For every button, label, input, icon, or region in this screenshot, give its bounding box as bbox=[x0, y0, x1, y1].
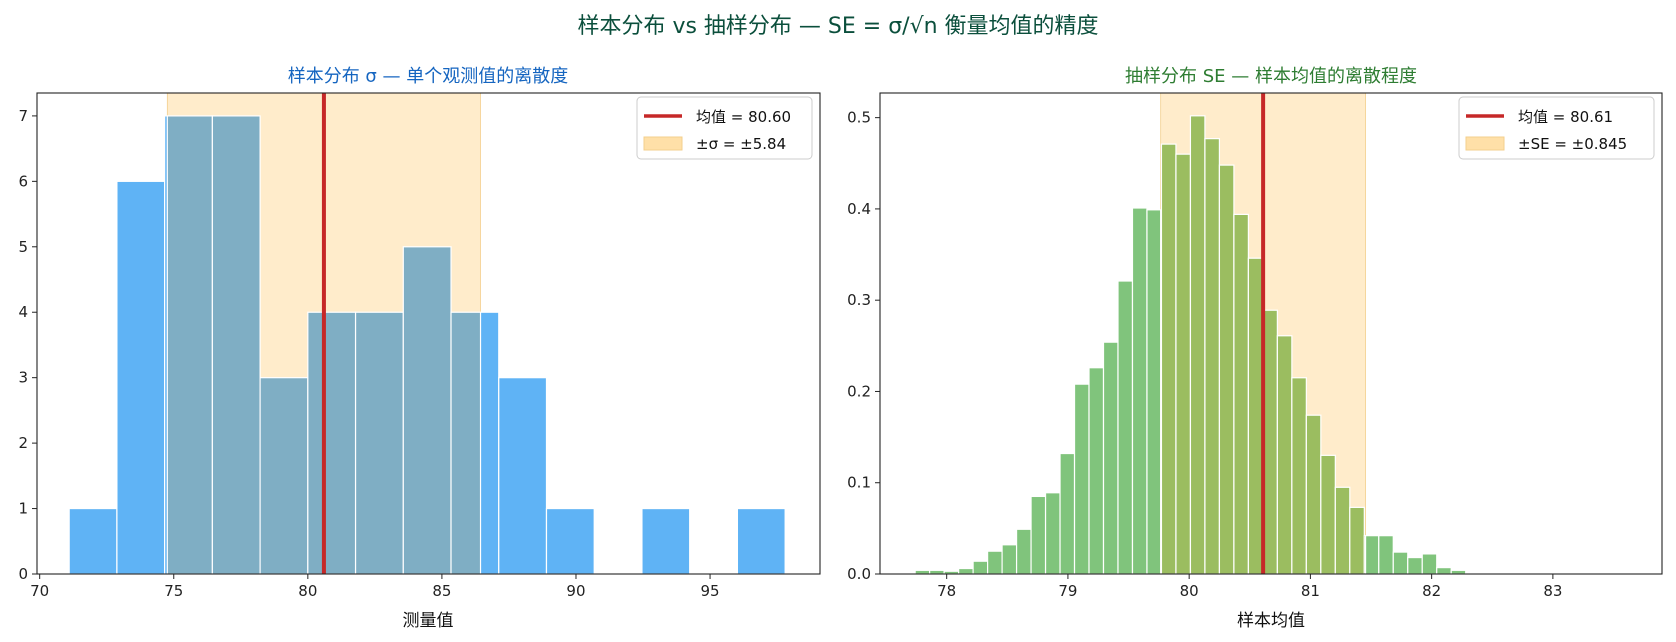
left-chart-xtick-label: 95 bbox=[701, 582, 720, 600]
right-chart-axes-frame bbox=[879, 92, 1663, 575]
left-chart-plot-area: 70 75 80 85 90 95 0 1 2 3 4 5 6 7 bbox=[18, 92, 821, 600]
left-chart-title: 样本分布 σ — 单个观测值的离散度 bbox=[288, 66, 569, 87]
right-chart-bar-in-band bbox=[1204, 138, 1221, 575]
left-chart-ytick-label: 1 bbox=[18, 500, 28, 518]
left-chart-xlabel: 测量值 bbox=[403, 611, 454, 631]
right-chart-bar-in-band bbox=[1218, 164, 1235, 575]
left-chart-xtick-label: 70 bbox=[30, 582, 49, 600]
left-chart-xtick-label: 75 bbox=[164, 582, 183, 600]
right-chart-ytick-label: 0.2 bbox=[847, 382, 871, 400]
right-chart-bar-in-band bbox=[1175, 153, 1192, 575]
left-chart-bar bbox=[545, 507, 595, 575]
right-chart-bar bbox=[1146, 209, 1163, 575]
right-chart-plot-area: 78 79 80 81 82 83 0.0 0.1 0.2 0.3 0.4 0.5 bbox=[847, 92, 1663, 600]
right-chart-bar bbox=[1088, 367, 1105, 575]
right-chart-bar-in-band bbox=[1276, 335, 1293, 575]
right-chart-bar bbox=[1102, 341, 1119, 575]
right-legend-frame bbox=[1458, 96, 1655, 160]
left-chart-bar bbox=[498, 377, 548, 575]
right-chart-bar bbox=[1030, 495, 1047, 575]
right-chart-xtick-label: 81 bbox=[1301, 582, 1320, 600]
left-chart-xtick-label: 90 bbox=[566, 582, 585, 600]
left-chart-bar-in-band bbox=[307, 311, 357, 575]
right-chart-bar-in-band bbox=[1349, 506, 1365, 575]
right-chart-bar-in-band bbox=[1320, 454, 1336, 575]
right-chart-ytick-label: 0.0 bbox=[847, 565, 871, 583]
right-chart-bar bbox=[1117, 280, 1134, 575]
right-chart-bar bbox=[1363, 535, 1380, 575]
right-chart-legend: 均值 = 80.61 ±SE = ±0.845 bbox=[1458, 96, 1655, 160]
right-chart-bar bbox=[1392, 551, 1409, 575]
left-chart-bar bbox=[116, 180, 166, 575]
left-chart-ytick-label: 6 bbox=[18, 172, 28, 190]
right-chart-bar bbox=[972, 560, 989, 575]
right-chart-xtick-label: 80 bbox=[1180, 582, 1199, 600]
left-chart-xtick-label: 80 bbox=[298, 582, 317, 600]
left-chart-bar bbox=[736, 507, 786, 575]
right-chart-xtick-label: 82 bbox=[1422, 582, 1441, 600]
right-legend-band-label: ±SE = ±0.845 bbox=[1518, 135, 1627, 153]
left-chart-ytick-label: 2 bbox=[18, 434, 28, 452]
left-chart-bar-in-band bbox=[166, 115, 213, 575]
right-legend-mean-label: 均值 = 80.61 bbox=[1518, 108, 1613, 126]
left-legend-mean-label: 均值 = 80.60 bbox=[696, 108, 791, 126]
right-chart-bar bbox=[987, 550, 1003, 575]
left-chart-bar-in-band bbox=[402, 246, 452, 575]
right-chart-bar bbox=[1001, 544, 1018, 575]
right-chart-ytick-label: 0.3 bbox=[847, 291, 871, 309]
left-chart-bar-in-band bbox=[211, 115, 261, 575]
right-chart-bar-in-band bbox=[1291, 377, 1307, 575]
left-chart-bar-in-band bbox=[259, 377, 309, 575]
right-chart-bar-in-band bbox=[1189, 115, 1206, 575]
right-chart-xtick-label: 83 bbox=[1543, 582, 1562, 600]
left-chart-bar-in-band bbox=[450, 311, 482, 575]
right-chart-xtick-label: 78 bbox=[937, 582, 956, 600]
left-legend-band-swatch bbox=[643, 136, 683, 151]
right-chart-ytick-label: 0.4 bbox=[847, 200, 871, 218]
left-chart-bar-in-band bbox=[354, 311, 404, 575]
right-chart-bar bbox=[1059, 452, 1076, 575]
right-chart-ytick-label: 0.5 bbox=[847, 109, 871, 127]
left-chart-ytick-label: 0 bbox=[18, 565, 28, 583]
right-chart-xtick-label: 79 bbox=[1058, 582, 1077, 600]
left-chart-axes-frame bbox=[36, 92, 821, 575]
right-chart-bar-in-band bbox=[1233, 213, 1249, 575]
right-chart-bar bbox=[958, 567, 974, 575]
right-chart-bar bbox=[1407, 556, 1423, 575]
right-chart-xlabel: 样本均值 bbox=[1237, 611, 1305, 631]
left-chart-xtick-label: 85 bbox=[432, 582, 451, 600]
right-chart-bar bbox=[1378, 535, 1394, 575]
right-legend-band-swatch bbox=[1465, 136, 1505, 151]
right-chart-bar bbox=[1015, 528, 1032, 575]
right-chart-title: 抽样分布 SE — 样本均值的离散程度 bbox=[1125, 66, 1417, 87]
left-chart-panel: 样本分布 σ — 单个观测值的离散度 测量值 70 75 80 85 90 9501234… bbox=[18, 66, 821, 631]
right-chart-bar bbox=[1044, 492, 1061, 575]
right-chart-bar-in-band bbox=[1305, 414, 1322, 575]
left-chart-ytick-label: 4 bbox=[18, 303, 28, 321]
right-chart-bar bbox=[1436, 567, 1452, 575]
left-chart-bar bbox=[641, 507, 691, 575]
right-chart-bar bbox=[1421, 553, 1438, 575]
left-chart-bar bbox=[68, 507, 118, 575]
left-chart-ytick-label: 7 bbox=[18, 107, 28, 125]
right-chart-ytick-label: 0.1 bbox=[847, 474, 871, 492]
right-chart-bar-in-band bbox=[1363, 535, 1367, 575]
figure-suptitle: 样本分布 vs 抽样分布 — SE = σ/√n 衡量均值的精度 bbox=[577, 14, 1098, 39]
left-legend-band-label: ±σ = ±5.84 bbox=[696, 135, 786, 153]
right-chart-bar-in-band bbox=[1247, 257, 1264, 575]
right-chart-bar-in-band bbox=[1334, 486, 1351, 575]
left-chart-ytick-label: 5 bbox=[18, 238, 28, 256]
right-chart-bar bbox=[1073, 383, 1090, 575]
left-chart-legend: 均值 = 80.60 ±σ = ±5.84 bbox=[636, 96, 813, 160]
right-chart-panel: 抽样分布 SE — 样本均值的离散程度 样本均值 78 79 80 81 82 83 0.0… bbox=[847, 66, 1663, 631]
right-chart-bar bbox=[1131, 207, 1148, 575]
right-chart-bar-in-band bbox=[1160, 143, 1177, 575]
left-chart-ytick-label: 3 bbox=[18, 369, 28, 387]
